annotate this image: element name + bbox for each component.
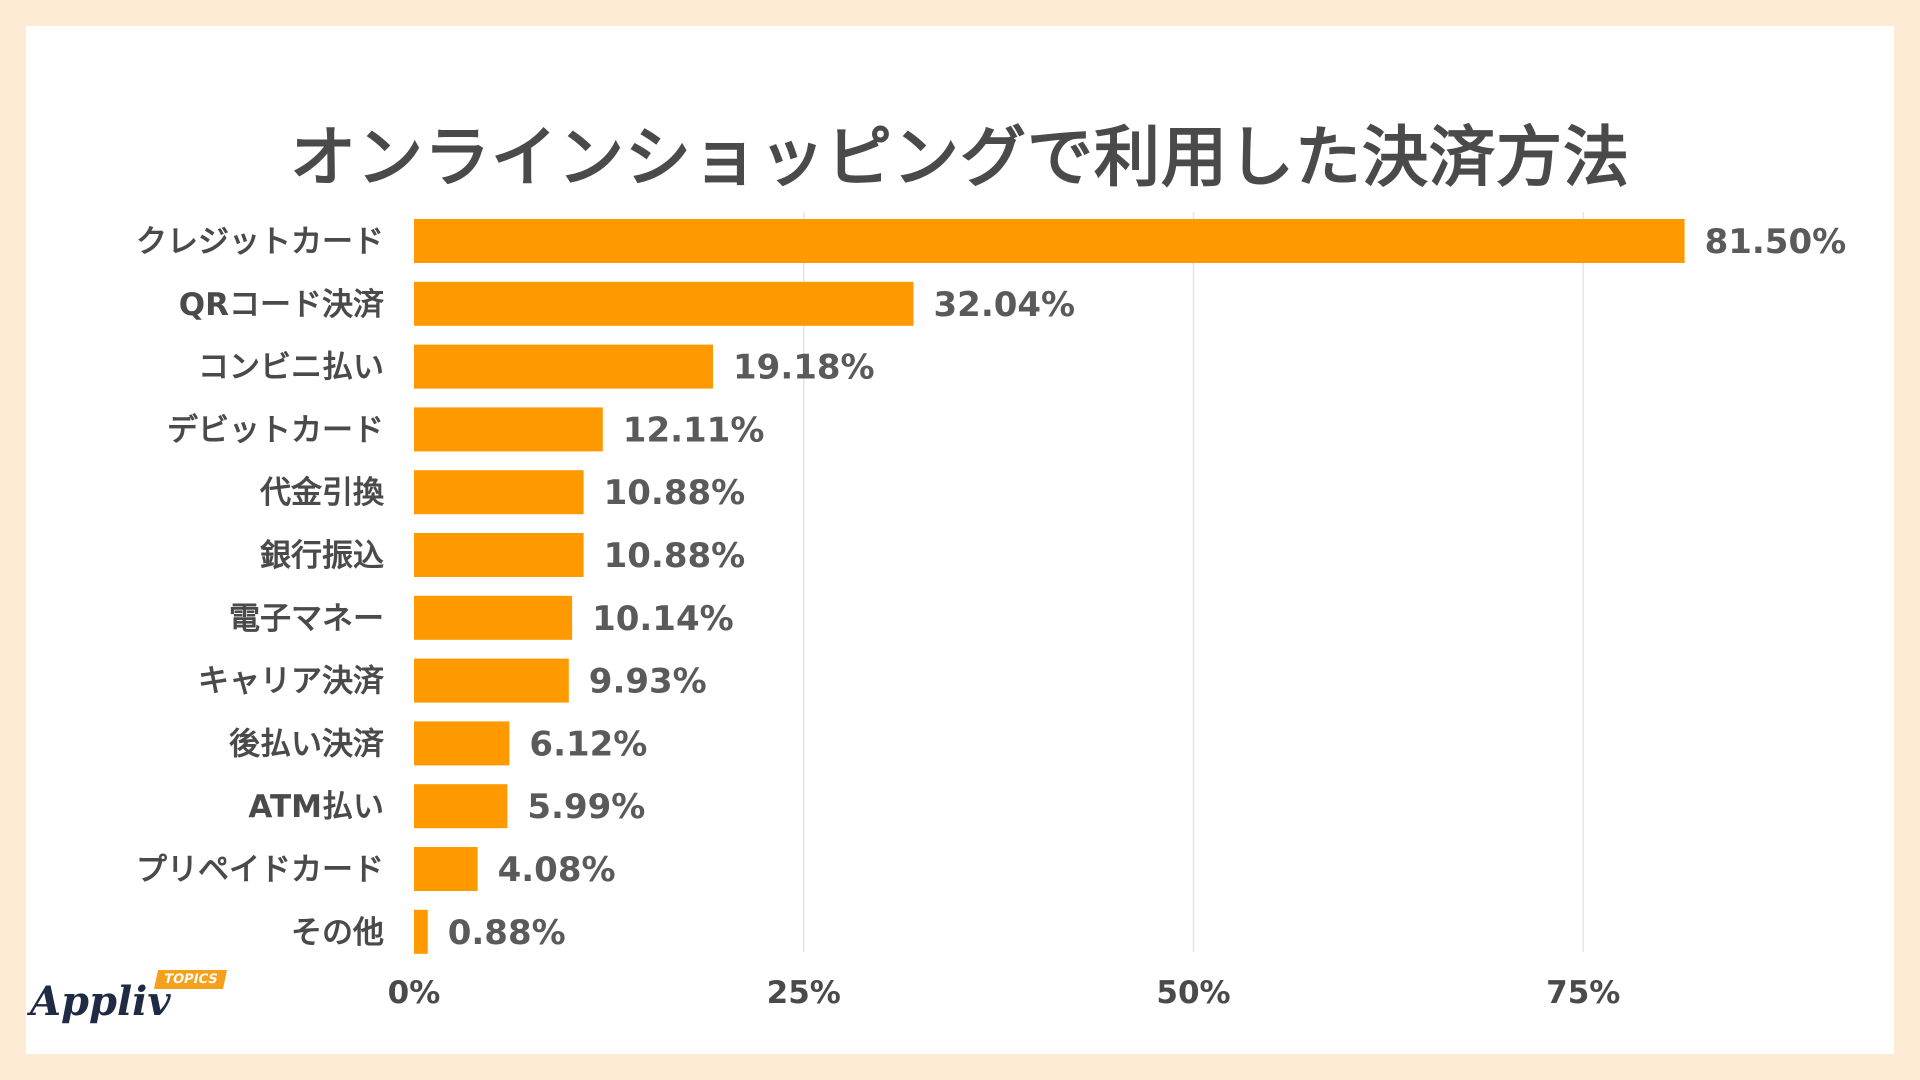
category-label: 後払い決済 (229, 726, 385, 762)
chart-title: オンラインショッピングで利用した決済方法 (290, 119, 1630, 196)
bar (414, 407, 603, 452)
data-label: 81.50% (1705, 222, 1847, 262)
bar (414, 847, 478, 891)
bar (414, 909, 428, 954)
category-label: その他 (291, 915, 384, 951)
category-label: QRコード決済 (179, 287, 385, 323)
category-label: ATM払い (248, 789, 384, 825)
x-tick-label: 0% (388, 975, 441, 1011)
data-label: 6.12% (529, 724, 647, 764)
data-label: 10.14% (592, 599, 734, 639)
category-label: 銀行振込 (260, 538, 384, 574)
category-label: コンビニ払い (198, 350, 384, 386)
data-label: 19.18% (733, 348, 875, 388)
bar (414, 658, 569, 703)
category-label: プリペイドカード (136, 852, 384, 888)
x-tick-label: 25% (767, 975, 841, 1011)
data-label: 5.99% (527, 787, 645, 827)
data-label: 0.88% (448, 913, 566, 953)
data-label: 10.88% (604, 473, 746, 513)
data-label: 4.08% (498, 850, 616, 890)
bar (414, 281, 914, 326)
category-label: キャリア決済 (198, 664, 385, 700)
logo-text: Appliv (30, 978, 171, 1025)
bar (414, 533, 584, 577)
bar (414, 595, 573, 640)
data-label: 9.93% (589, 662, 707, 702)
x-tick-label: 50% (1156, 975, 1230, 1011)
bar (414, 219, 1685, 263)
appliv-logo: Appliv TOPICS (30, 946, 240, 1036)
data-label: 12.11% (623, 410, 765, 450)
category-label: デビットカード (167, 412, 384, 448)
data-label: 10.88% (604, 536, 746, 576)
bar (414, 470, 584, 515)
category-label: クレジットカード (136, 224, 384, 260)
bar (414, 344, 714, 389)
category-label: 代金引換 (259, 475, 385, 511)
logo-badge: TOPICS (153, 970, 228, 989)
bar (414, 784, 508, 829)
data-label: 32.04% (934, 285, 1076, 325)
bar (414, 721, 510, 766)
category-label: 電子マネー (229, 601, 384, 637)
x-tick-label: 75% (1546, 975, 1620, 1011)
